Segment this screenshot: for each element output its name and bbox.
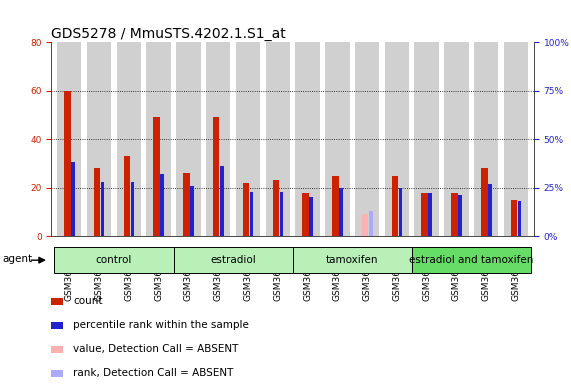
Text: estradiol: estradiol: [210, 255, 256, 265]
Bar: [280, 192, 283, 236]
Bar: [488, 184, 492, 236]
Bar: [101, 182, 104, 236]
Bar: [428, 194, 432, 236]
Bar: [190, 186, 194, 236]
Bar: [51, 322, 63, 329]
Bar: [206, 42, 230, 236]
Bar: [355, 42, 379, 236]
Bar: [421, 192, 428, 236]
Bar: [116, 42, 141, 236]
Bar: [385, 42, 409, 236]
Bar: [174, 247, 292, 273]
Text: rank, Detection Call = ABSENT: rank, Detection Call = ABSENT: [73, 368, 234, 379]
Bar: [511, 200, 517, 236]
Bar: [412, 247, 531, 273]
Bar: [131, 182, 134, 236]
Bar: [213, 118, 219, 236]
Bar: [459, 195, 462, 236]
Bar: [51, 298, 63, 305]
Bar: [295, 42, 320, 236]
Bar: [250, 192, 254, 236]
Bar: [309, 197, 313, 236]
Text: control: control: [96, 255, 132, 265]
Text: agent: agent: [3, 254, 33, 264]
Bar: [339, 188, 343, 236]
Text: count: count: [73, 296, 103, 306]
Bar: [474, 42, 498, 236]
Bar: [123, 156, 130, 236]
Bar: [272, 180, 279, 236]
Bar: [415, 42, 439, 236]
Bar: [243, 183, 250, 236]
Bar: [481, 168, 488, 236]
Text: percentile rank within the sample: percentile rank within the sample: [73, 320, 249, 331]
Bar: [504, 42, 528, 236]
Bar: [332, 175, 339, 236]
Bar: [399, 188, 403, 236]
Bar: [71, 162, 75, 236]
Bar: [54, 247, 174, 273]
Bar: [444, 42, 469, 236]
Bar: [94, 168, 100, 236]
Bar: [362, 214, 368, 236]
Text: GDS5278 / MmuSTS.4202.1.S1_at: GDS5278 / MmuSTS.4202.1.S1_at: [51, 27, 286, 41]
Bar: [369, 211, 372, 236]
Text: value, Detection Call = ABSENT: value, Detection Call = ABSENT: [73, 344, 239, 354]
Bar: [236, 42, 260, 236]
Bar: [154, 118, 160, 236]
Bar: [51, 346, 63, 353]
Bar: [183, 173, 190, 236]
Bar: [518, 201, 521, 236]
Bar: [176, 42, 200, 236]
Bar: [451, 192, 458, 236]
Bar: [266, 42, 290, 236]
Bar: [293, 247, 412, 273]
Bar: [220, 166, 224, 236]
Bar: [64, 91, 71, 236]
Bar: [325, 42, 349, 236]
Text: estradiol and tamoxifen: estradiol and tamoxifen: [409, 255, 533, 265]
Text: tamoxifen: tamoxifen: [326, 255, 379, 265]
Bar: [51, 370, 63, 377]
Bar: [392, 175, 398, 236]
Bar: [87, 42, 111, 236]
Bar: [160, 174, 164, 236]
Bar: [302, 192, 309, 236]
Bar: [57, 42, 82, 236]
Bar: [146, 42, 171, 236]
